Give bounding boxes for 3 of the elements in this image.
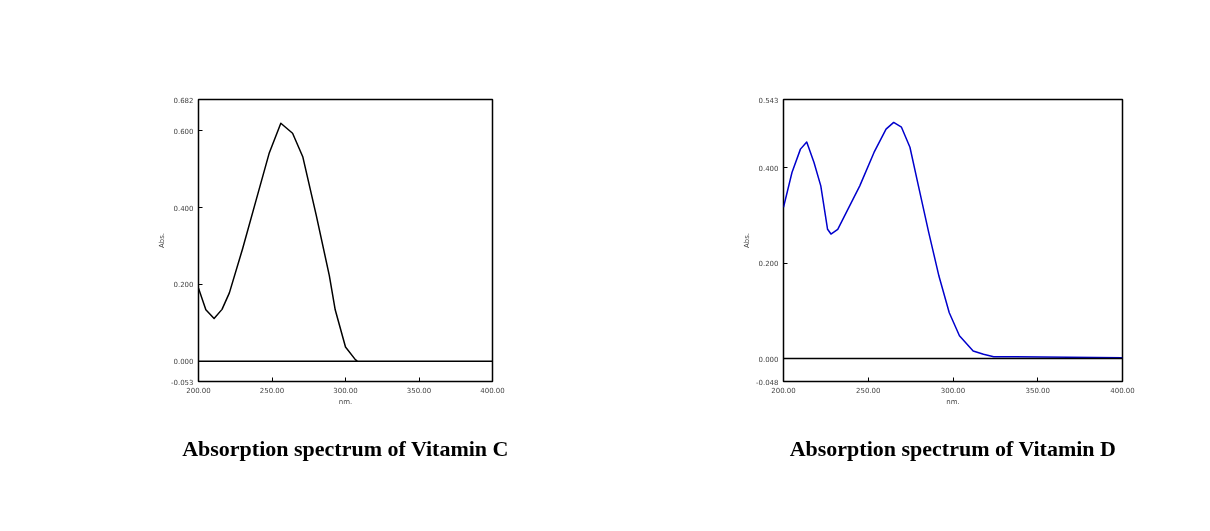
text: Absorption spectrum of Vitamin D: [789, 435, 1116, 461]
line-series: [783, 121, 1123, 359]
text: Absorption spectrum of Vitamin C: [182, 435, 509, 461]
